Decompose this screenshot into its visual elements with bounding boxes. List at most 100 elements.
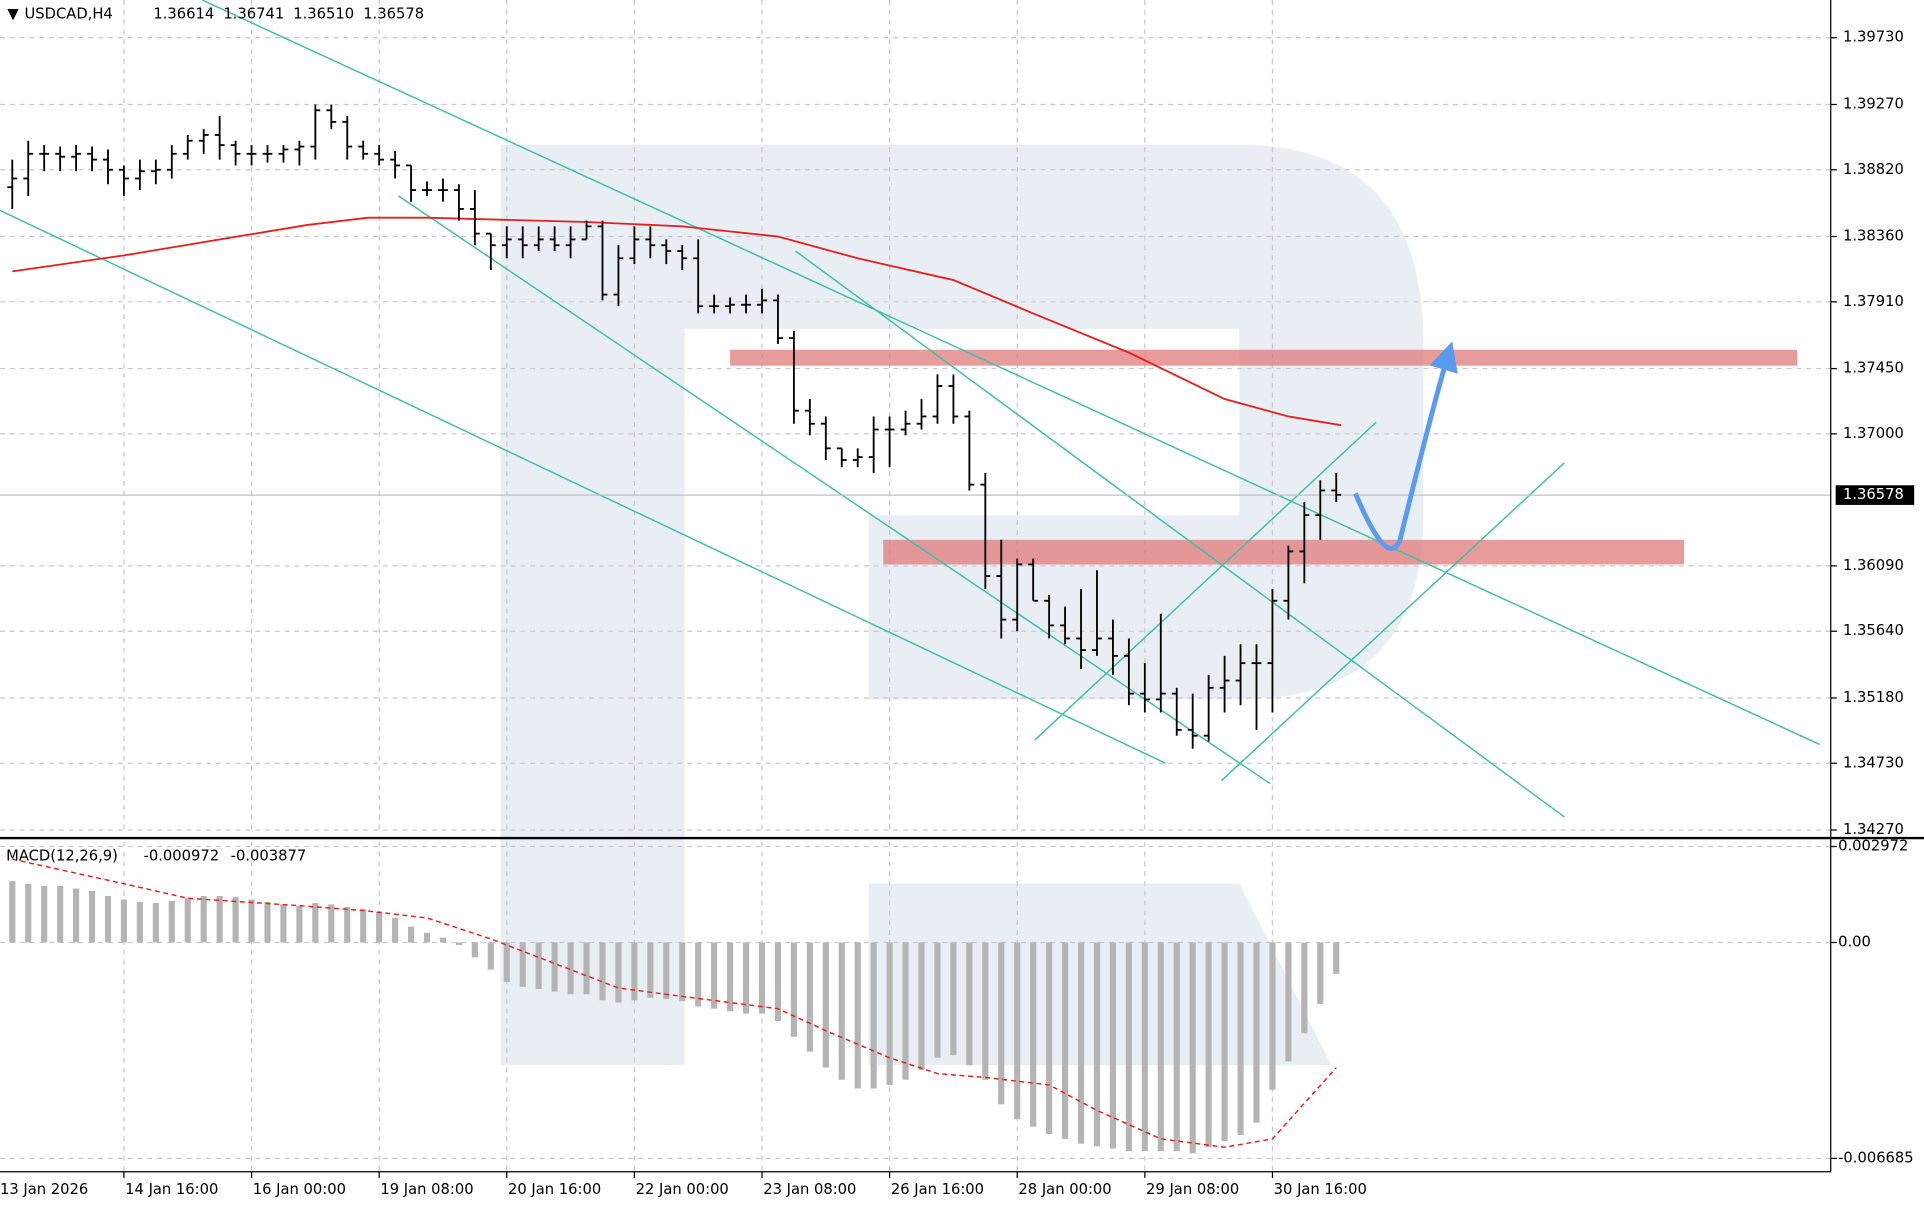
histogram-bar	[583, 942, 590, 995]
histogram-bar	[1077, 942, 1085, 1144]
histogram-bar	[73, 888, 80, 943]
histogram-bar	[519, 942, 526, 987]
histogram-bar	[264, 902, 271, 943]
y-tick-label: 1.35180	[1843, 689, 1904, 706]
histogram-bar	[663, 942, 670, 1000]
y-tick-label: 1.37450	[1843, 360, 1904, 377]
histogram-bar	[487, 942, 494, 970]
histogram-bar	[711, 942, 718, 1009]
histogram-bar	[1237, 942, 1244, 1135]
histogram-bar	[679, 942, 686, 1002]
histogram-bar	[615, 942, 622, 1003]
histogram-bar	[599, 942, 606, 1001]
histogram-bar	[1173, 942, 1180, 1152]
signal-line	[12, 858, 1337, 1148]
histogram-bar	[344, 906, 351, 943]
ohlc-close: 1.36578	[363, 6, 424, 23]
histogram-bar	[120, 899, 128, 943]
histogram-bar	[312, 903, 319, 943]
histogram-bar	[966, 942, 973, 1066]
histogram-bar	[535, 942, 542, 989]
y-tick-label: -0.006685	[1838, 1149, 1914, 1166]
histogram-bar	[296, 905, 303, 943]
histogram-bar	[742, 942, 750, 1014]
histogram-bar	[152, 903, 159, 943]
zone	[730, 349, 1798, 366]
zone	[883, 539, 1684, 565]
symbol-marker: ▼	[7, 6, 19, 23]
histogram-bar	[902, 942, 909, 1080]
histogram-bar	[1141, 942, 1148, 1152]
x-tick-label: 30 Jan 16:00	[1274, 1181, 1367, 1198]
x-tick-label: 14 Jan 16:00	[125, 1181, 218, 1198]
trend-line	[201, 0, 1820, 746]
trend-line	[1034, 421, 1377, 741]
histogram-bar	[1285, 942, 1292, 1062]
trend-line	[795, 250, 1565, 818]
histogram-bar	[392, 917, 399, 943]
histogram-bar	[25, 883, 32, 943]
histogram-bar	[886, 942, 893, 1085]
histogram-bar	[758, 942, 766, 1014]
symbol-title: USDCAD,H4	[25, 6, 113, 23]
histogram-bar	[136, 902, 143, 943]
histogram-bar	[551, 942, 558, 992]
histogram-bar	[1014, 942, 1021, 1120]
histogram-bar	[328, 904, 335, 943]
histogram-bar	[1269, 942, 1276, 1090]
histogram-bar	[1333, 942, 1340, 974]
x-tick-label: 19 Jan 08:00	[380, 1181, 473, 1198]
y-tick-label: 1.37910	[1843, 293, 1904, 310]
histogram-bar	[471, 942, 478, 958]
x-tick-label: 26 Jan 16:00	[891, 1181, 984, 1198]
moving-average	[12, 216, 1342, 427]
histogram-bar	[423, 932, 431, 943]
x-tick-label: 28 Jan 00:00	[1018, 1181, 1111, 1198]
histogram-bar	[918, 942, 925, 1071]
histogram-bar	[934, 942, 941, 1058]
y-tick-label: 1.39730	[1843, 29, 1904, 46]
histogram-bar	[870, 942, 877, 1089]
histogram-bar	[982, 942, 989, 1080]
histogram-bar	[1125, 942, 1132, 1152]
histogram-bar	[822, 942, 829, 1068]
ohlc-low: 1.36510	[293, 6, 354, 23]
histogram-bar	[104, 895, 112, 943]
histogram-bar	[184, 898, 191, 943]
histogram-bar	[854, 942, 861, 1089]
macd-signal-value: -0.003877	[231, 847, 307, 864]
histogram-bar	[1157, 942, 1164, 1152]
histogram-bar	[1221, 942, 1228, 1142]
histogram-bar	[950, 942, 957, 1056]
y-tick-label: 0.002972	[1838, 838, 1908, 855]
histogram-bar	[1253, 942, 1260, 1123]
histogram-bar	[248, 899, 255, 943]
macd-title: MACD(12,26,9)	[6, 847, 118, 864]
histogram-bar	[838, 942, 845, 1080]
histogram-bar	[503, 942, 510, 982]
histogram-bar	[439, 937, 447, 943]
y-tick-label: 1.36090	[1843, 557, 1904, 574]
last-price-label: 1.36578	[1843, 486, 1904, 503]
ohlc-high: 1.36741	[223, 6, 284, 23]
histogram-bar	[57, 885, 64, 943]
histogram-bar	[998, 942, 1005, 1105]
histogram-bar	[567, 942, 574, 995]
histogram-bar	[1109, 942, 1116, 1149]
trend-line	[397, 195, 1271, 785]
histogram-bar	[280, 904, 287, 943]
histogram-bar	[806, 942, 813, 1052]
macd-value: -0.000972	[144, 847, 220, 864]
histogram-bar	[1093, 942, 1101, 1147]
histogram-bar	[1062, 942, 1069, 1139]
histogram-bar	[631, 942, 638, 1001]
y-tick-label: 1.37000	[1843, 425, 1904, 442]
histogram-bar	[1046, 942, 1053, 1135]
histogram-bar	[647, 942, 654, 998]
x-tick-label: 16 Jan 00:00	[253, 1181, 346, 1198]
y-tick-label: 1.38820	[1843, 161, 1904, 178]
histogram-bar	[1301, 942, 1308, 1034]
histogram-bar	[168, 900, 175, 943]
histogram-bar	[455, 942, 462, 946]
